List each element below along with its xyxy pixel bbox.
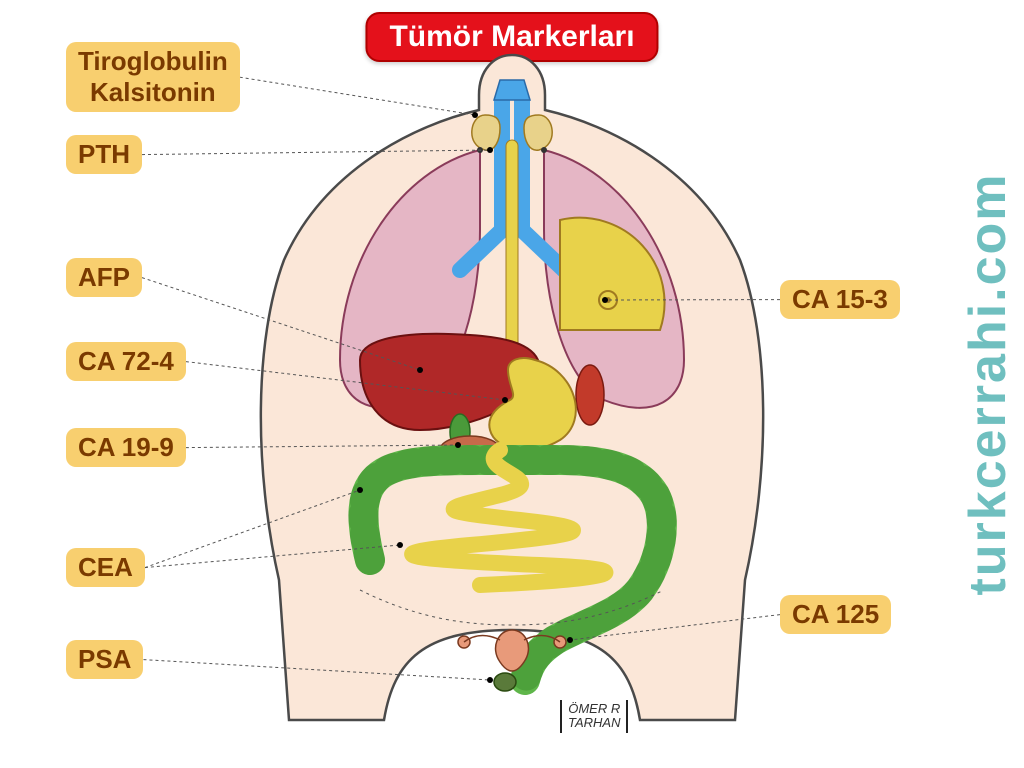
marker-label-pth: PTH — [66, 135, 142, 174]
marker-label-cea: CEA — [66, 548, 145, 587]
page-title: Tümör Markerları — [365, 12, 658, 62]
watermark: turkcerrahi.com — [958, 172, 1018, 595]
signature-line2: TARHAN — [568, 715, 620, 730]
anatomy-figure — [0, 0, 1024, 768]
marker-label-afp: AFP — [66, 258, 142, 297]
marker-label-ca153: CA 15-3 — [780, 280, 900, 319]
signature-line1: ÖMER R — [568, 701, 620, 716]
marker-label-ca199: CA 19-9 — [66, 428, 186, 467]
marker-label-psa: PSA — [66, 640, 143, 679]
marker-label-tiro: Tiroglobulin Kalsitonin — [66, 42, 240, 112]
marker-label-ca125: CA 125 — [780, 595, 891, 634]
marker-label-ca724: CA 72-4 — [66, 342, 186, 381]
signature: ÖMER R TARHAN — [560, 700, 628, 733]
